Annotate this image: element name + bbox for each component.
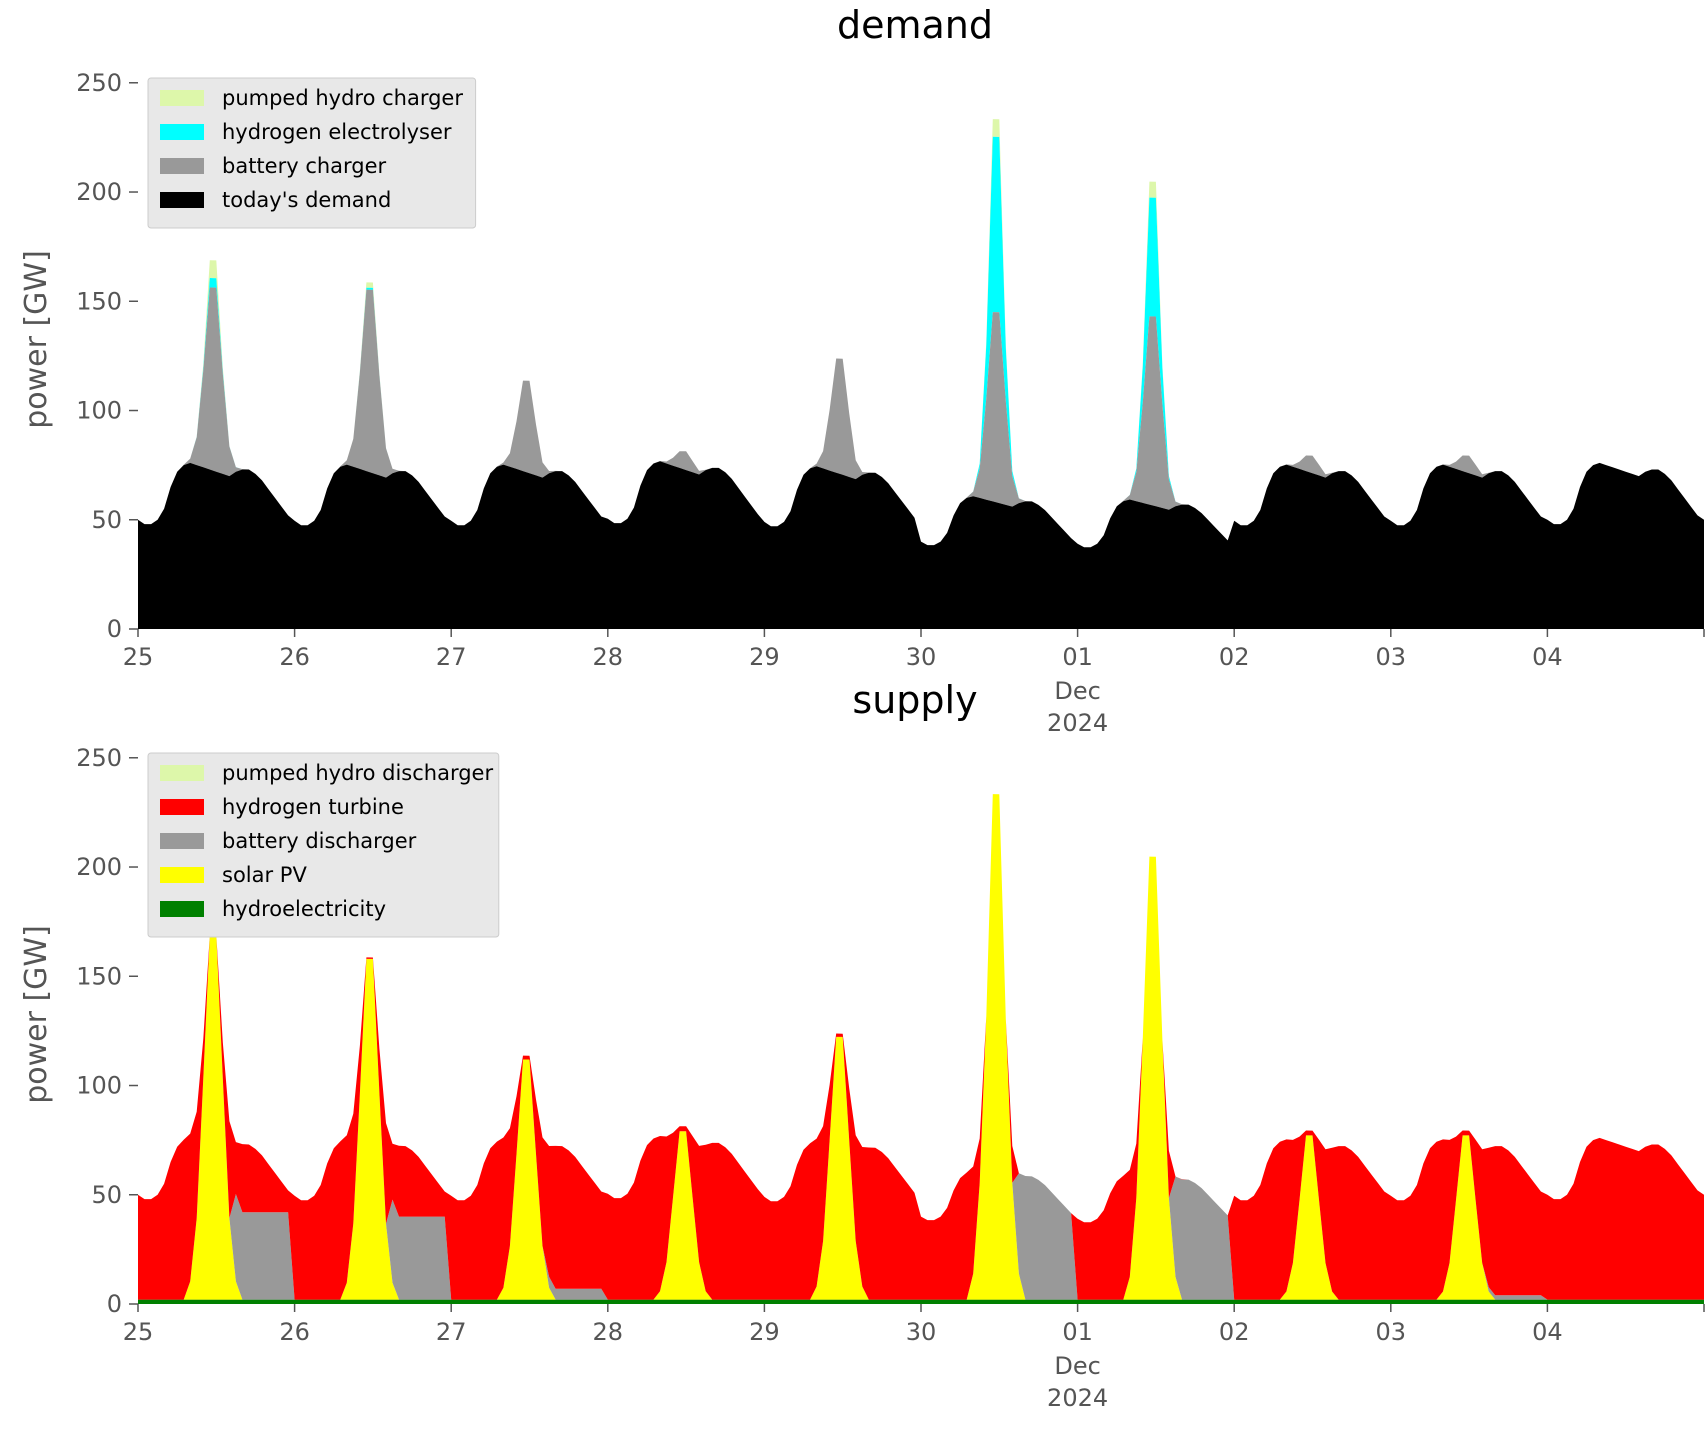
x-tick-label: 30 xyxy=(906,643,937,671)
x-tick-label: 27 xyxy=(436,643,467,671)
legend-label-solar-pv: solar PV xyxy=(222,863,307,887)
y-tick-label: 150 xyxy=(76,287,122,315)
x-tick-label: 26 xyxy=(279,643,310,671)
legend-box xyxy=(147,77,477,229)
y-tick-label: 250 xyxy=(76,744,122,772)
legend-swatch-hydrogen-electrolyser xyxy=(160,124,204,140)
legend: pumped hydro discharger hydrogen turbine b… xyxy=(147,752,500,938)
chart-title: supply xyxy=(852,678,977,722)
x-tick-sublabel: 2024 xyxy=(1047,1384,1108,1412)
area-hydroelectricity xyxy=(138,1299,1704,1304)
x-tick-sublabel: 2024 xyxy=(1047,709,1108,737)
legend-label-hydroelectricity: hydroelectricity xyxy=(222,897,386,921)
legend-swatch-today-s-demand xyxy=(160,192,204,208)
y-tick-label: 200 xyxy=(76,178,122,206)
legend-swatch-solar-pv xyxy=(160,867,204,883)
y-axis-label: power [GW] xyxy=(19,250,54,429)
x-tick-sublabel: Dec xyxy=(1054,677,1100,705)
y-tick-label: 150 xyxy=(76,962,122,990)
area-today-s-demand xyxy=(138,461,1704,629)
legend-label-hydrogen-turbine: hydrogen turbine xyxy=(222,795,404,819)
chart-title: demand xyxy=(837,3,993,47)
supply-panel: 0 50 100 150 200 250 25 26 27 28 29 30 01 Dec 2024 02 03… xyxy=(19,678,1705,1412)
y-tick-label: 50 xyxy=(91,1181,122,1209)
legend-label-today-s-demand: today's demand xyxy=(222,188,391,212)
x-tick-label: 01 xyxy=(1062,1318,1093,1346)
legend-swatch-hydroelectricity xyxy=(160,901,204,917)
area-layers xyxy=(138,119,1704,629)
demand-panel: 0 50 100 150 200 250 25 26 27 28 29 30 01 Dec 2024 02 03… xyxy=(19,3,1705,737)
y-tick-label: 100 xyxy=(76,1072,122,1100)
y-tick-label: 50 xyxy=(91,506,122,534)
x-tick-label: 30 xyxy=(906,1318,937,1346)
x-tick-label: 26 xyxy=(279,1318,310,1346)
x-tick-label: 28 xyxy=(593,1318,624,1346)
y-tick-label: 0 xyxy=(107,615,122,643)
y-tick-label: 0 xyxy=(107,1290,122,1318)
area-solar-pv xyxy=(138,794,1704,1300)
axes: 0 50 100 150 200 250 25 26 27 28 29 30 01 Dec 2024 02 03… xyxy=(19,3,1705,737)
x-tick-label: 29 xyxy=(749,1318,780,1346)
legend-label-hydrogen-electrolyser: hydrogen electrolyser xyxy=(222,120,452,144)
legend-box xyxy=(147,752,500,938)
legend-swatch-hydrogen-turbine xyxy=(160,799,204,815)
area-hydrogen-turbine xyxy=(138,794,1704,1300)
x-tick-label: 27 xyxy=(436,1318,467,1346)
legend-swatch-pumped-hydro-charger xyxy=(160,90,204,106)
x-tick-sublabel: Dec xyxy=(1054,1352,1100,1380)
x-tick-label: 01 xyxy=(1062,643,1093,671)
legend-swatch-pumped-hydro-discharger xyxy=(160,765,204,781)
legend-label-pumped-hydro-discharger: pumped hydro discharger xyxy=(222,761,493,785)
x-tick-label: 28 xyxy=(593,643,624,671)
x-tick-label: 29 xyxy=(749,643,780,671)
x-tick-label: 02 xyxy=(1219,643,1250,671)
axes: 0 50 100 150 200 250 25 26 27 28 29 30 01 Dec 2024 02 03… xyxy=(19,678,1705,1412)
y-tick-label: 200 xyxy=(76,853,122,881)
y-tick-label: 250 xyxy=(76,69,122,97)
x-tick-label: 03 xyxy=(1376,643,1407,671)
legend-label-battery-charger: battery charger xyxy=(222,154,387,178)
x-tick-label: 25 xyxy=(123,1318,154,1346)
y-tick-label: 100 xyxy=(76,397,122,425)
x-tick-label: 25 xyxy=(123,643,154,671)
legend-swatch-battery-charger xyxy=(160,158,204,174)
legend-label-pumped-hydro-charger: pumped hydro charger xyxy=(222,86,463,110)
legend-label-battery-discharger: battery discharger xyxy=(222,829,417,853)
legend-swatch-battery-discharger xyxy=(160,833,204,849)
legend: pumped hydro charger hydrogen electrolyse… xyxy=(147,77,477,229)
area-layers xyxy=(138,794,1704,1304)
x-tick-label: 02 xyxy=(1219,1318,1250,1346)
x-tick-label: 04 xyxy=(1532,1318,1563,1346)
x-tick-label: 04 xyxy=(1532,643,1563,671)
y-axis-label: power [GW] xyxy=(19,925,54,1104)
x-tick-label: 03 xyxy=(1376,1318,1407,1346)
